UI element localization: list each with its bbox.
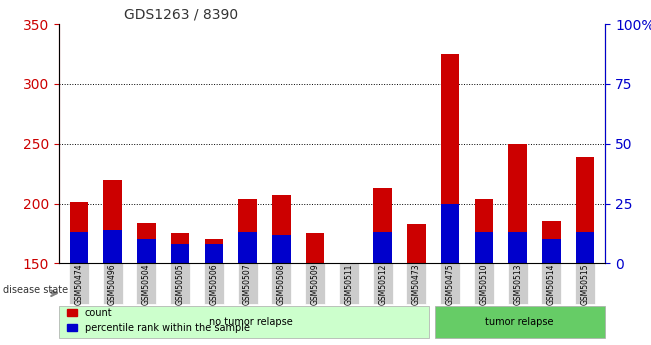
Text: GSM50496: GSM50496 bbox=[108, 263, 117, 305]
Bar bbox=[576, 157, 594, 263]
FancyBboxPatch shape bbox=[575, 263, 595, 304]
FancyBboxPatch shape bbox=[69, 263, 89, 304]
FancyBboxPatch shape bbox=[103, 263, 122, 304]
FancyBboxPatch shape bbox=[271, 263, 292, 304]
Bar bbox=[204, 239, 223, 263]
Text: no tumor relapse: no tumor relapse bbox=[209, 317, 293, 327]
Bar bbox=[137, 223, 156, 263]
Bar bbox=[475, 232, 493, 263]
Text: disease state: disease state bbox=[3, 285, 68, 295]
Bar bbox=[306, 234, 324, 263]
Bar bbox=[238, 199, 257, 263]
Text: GSM50508: GSM50508 bbox=[277, 263, 286, 305]
Bar bbox=[441, 204, 460, 263]
Text: GSM50507: GSM50507 bbox=[243, 263, 252, 305]
FancyBboxPatch shape bbox=[542, 263, 561, 304]
FancyBboxPatch shape bbox=[339, 263, 359, 304]
Bar bbox=[374, 232, 392, 263]
FancyBboxPatch shape bbox=[305, 263, 325, 304]
Bar bbox=[70, 232, 88, 263]
Text: GSM50510: GSM50510 bbox=[479, 263, 488, 305]
Bar bbox=[70, 203, 88, 263]
Bar bbox=[441, 54, 460, 263]
Bar bbox=[238, 232, 257, 263]
Bar bbox=[104, 230, 122, 263]
Text: GSM50505: GSM50505 bbox=[176, 263, 185, 305]
Text: GSM50515: GSM50515 bbox=[581, 263, 590, 305]
Legend: count, percentile rank within the sample: count, percentile rank within the sample bbox=[63, 304, 254, 337]
FancyBboxPatch shape bbox=[170, 263, 190, 304]
Text: GSM50504: GSM50504 bbox=[142, 263, 151, 305]
Bar bbox=[508, 232, 527, 263]
FancyBboxPatch shape bbox=[474, 263, 494, 304]
Bar bbox=[542, 239, 561, 263]
Bar bbox=[272, 195, 290, 263]
Bar bbox=[508, 144, 527, 263]
Text: GSM50513: GSM50513 bbox=[513, 263, 522, 305]
Bar bbox=[171, 244, 189, 263]
FancyBboxPatch shape bbox=[372, 263, 393, 304]
FancyBboxPatch shape bbox=[204, 263, 224, 304]
FancyBboxPatch shape bbox=[440, 263, 460, 304]
Text: GSM50475: GSM50475 bbox=[446, 263, 454, 305]
FancyBboxPatch shape bbox=[435, 306, 605, 338]
Bar bbox=[374, 188, 392, 263]
FancyBboxPatch shape bbox=[406, 263, 426, 304]
Bar bbox=[475, 199, 493, 263]
FancyBboxPatch shape bbox=[508, 263, 527, 304]
FancyBboxPatch shape bbox=[137, 263, 156, 304]
Text: GDS1263 / 8390: GDS1263 / 8390 bbox=[124, 8, 238, 22]
Bar bbox=[272, 235, 290, 263]
Bar bbox=[171, 234, 189, 263]
Bar bbox=[542, 221, 561, 263]
Bar bbox=[104, 180, 122, 263]
Text: GSM50474: GSM50474 bbox=[74, 263, 83, 305]
Bar bbox=[576, 232, 594, 263]
Text: GSM50514: GSM50514 bbox=[547, 263, 556, 305]
Text: GSM50511: GSM50511 bbox=[344, 263, 353, 305]
Bar bbox=[204, 244, 223, 263]
Text: GSM50509: GSM50509 bbox=[311, 263, 320, 305]
Text: GSM50512: GSM50512 bbox=[378, 263, 387, 305]
Text: GSM50506: GSM50506 bbox=[210, 263, 218, 305]
Bar bbox=[137, 239, 156, 263]
Text: tumor relapse: tumor relapse bbox=[485, 317, 553, 327]
FancyBboxPatch shape bbox=[59, 306, 429, 338]
Text: GSM50473: GSM50473 bbox=[412, 263, 421, 305]
FancyBboxPatch shape bbox=[238, 263, 258, 304]
Bar bbox=[407, 224, 426, 263]
